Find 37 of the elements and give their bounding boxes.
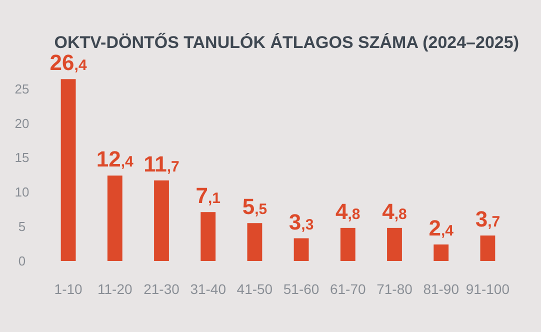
x-tick-label: 1-10 — [54, 281, 83, 297]
x-tick-label: 71-80 — [376, 281, 413, 297]
bar — [60, 79, 76, 261]
bar — [294, 238, 309, 261]
chart-title: OKTV-DÖNTŐS TANULÓK ÁTLAGOS SZÁMA (2024–2025) — [54, 32, 519, 52]
bar — [480, 236, 496, 261]
data-label: 12,4 — [96, 146, 134, 172]
x-tick-label: 81-90 — [423, 281, 460, 297]
x-tick-label: 31-40 — [190, 281, 226, 297]
bar — [387, 228, 402, 261]
data-label: 11,7 — [144, 151, 180, 176]
x-tick-label: 61-70 — [330, 281, 366, 297]
data-label: 3,7 — [475, 206, 500, 232]
data-label: 7,1 — [196, 183, 220, 208]
bar — [154, 180, 169, 261]
bar — [340, 228, 356, 261]
data-label: 2,4 — [428, 215, 454, 240]
x-tick-label: 91-100 — [466, 281, 510, 297]
data-label: 4,8 — [336, 198, 360, 224]
bar — [247, 223, 262, 261]
bar — [434, 244, 449, 261]
data-label: 5,5 — [242, 194, 268, 220]
x-tick-label: 21-30 — [144, 281, 180, 297]
x-tick-label: 41-50 — [236, 281, 273, 297]
y-tick-label: 10 — [14, 184, 30, 200]
y-tick-label: 25 — [14, 81, 30, 96]
y-tick-label: 5 — [18, 219, 26, 234]
x-tick-label: 51-60 — [283, 281, 320, 297]
bar — [200, 212, 216, 261]
y-tick-label: 0 — [18, 254, 26, 269]
bar — [107, 176, 122, 261]
y-tick-label: 15 — [14, 150, 30, 166]
data-label: 3,3 — [288, 209, 314, 234]
data-label: 4,8 — [382, 198, 407, 224]
y-tick-label: 20 — [14, 116, 30, 131]
data-label: 26,4 — [50, 50, 88, 76]
x-tick-label: 11-20 — [98, 281, 132, 297]
